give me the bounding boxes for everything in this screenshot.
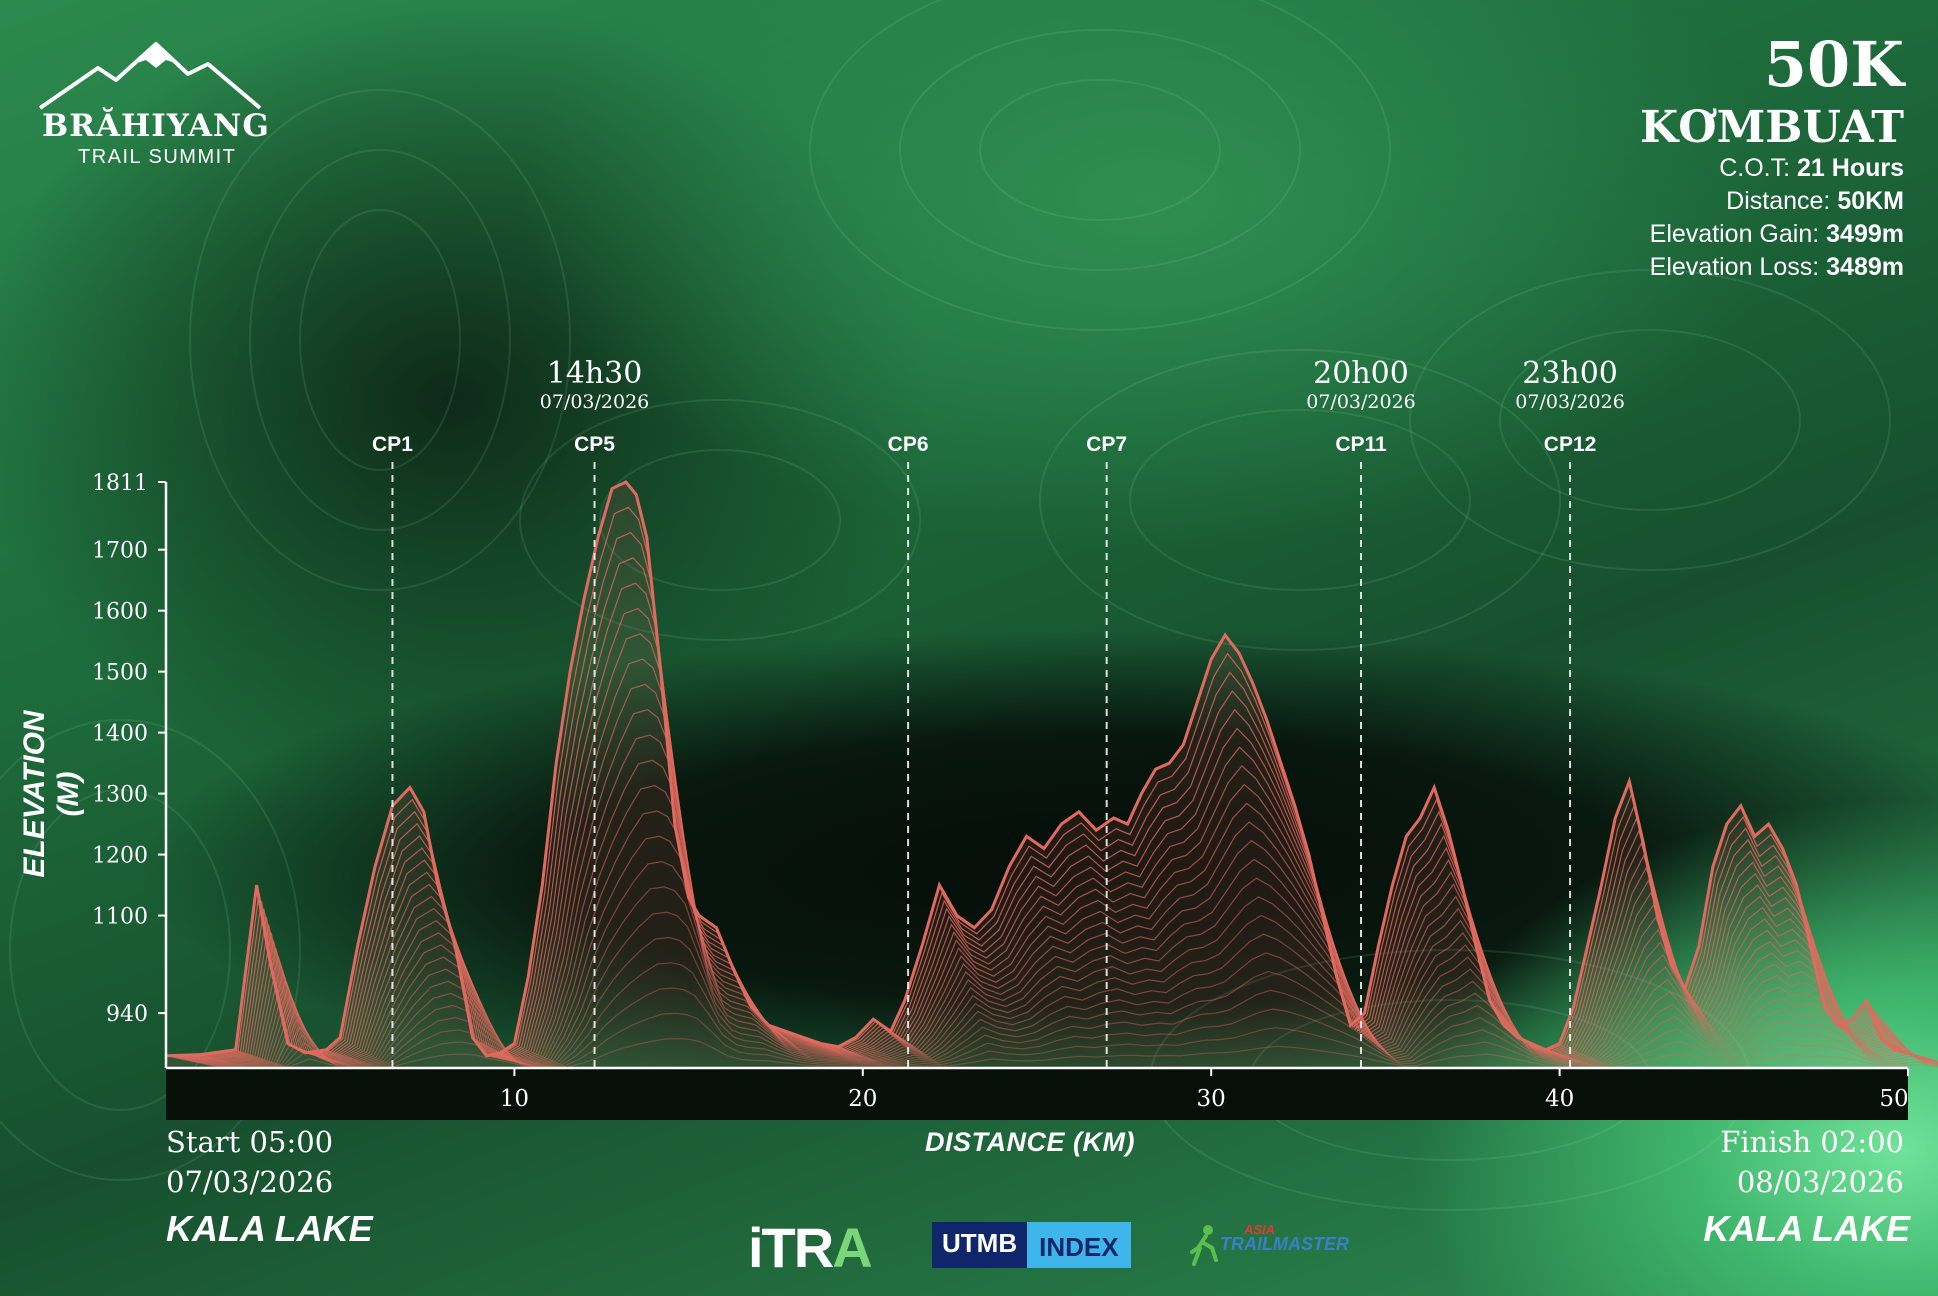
itra-logo: iTRA <box>748 1215 873 1280</box>
elevation-profile-layer <box>199 835 1938 1064</box>
asia-trailmaster-logo: ASIA TRAILMASTER <box>1190 1222 1349 1266</box>
start-info: Start 05:00 07/03/2026 <box>166 1122 333 1202</box>
utmb-index-logo: UTMB INDEX <box>932 1222 1131 1268</box>
checkpoint-label: CP1 <box>372 433 413 456</box>
mountain-runner-icon <box>38 42 262 110</box>
checkpoint-label: CP6 <box>888 433 929 456</box>
y-tick-label: 940 <box>106 1002 148 1027</box>
elevation-profile-line <box>165 480 1909 1058</box>
asia-logo-text: ASIA <box>1244 1222 1276 1237</box>
cot-line: C.O.T: 21 Hours <box>1640 152 1904 185</box>
race-info-panel: 50K KƠMBUAT C.O.T: 21 Hours Distance: 50… <box>1640 34 1904 284</box>
elevation-profile-layer <box>201 860 1938 1065</box>
elevation-gain-value: 3499m <box>1826 220 1904 249</box>
race-name: KƠMBUAT <box>1640 102 1904 153</box>
elevation-profile-layer <box>204 886 1938 1065</box>
elevation-loss-value: 3489m <box>1826 253 1904 282</box>
utmb-index-text: INDEX <box>1027 1222 1131 1268</box>
elevation-profile-layer <box>213 987 1938 1067</box>
elevation-profile-layer <box>211 962 1938 1067</box>
x-axis-label: DISTANCE (KM) <box>925 1127 1135 1157</box>
elevation-gain-line: Elevation Gain: 3499m <box>1640 218 1904 251</box>
cot-value: 21 Hours <box>1797 154 1904 183</box>
elevation-loss-line: Elevation Loss: 3489m <box>1640 251 1904 284</box>
x-tick-label: 40 <box>1545 1086 1574 1112</box>
checkpoint-label: CP5 <box>574 433 615 456</box>
x-tick-label: 50 <box>1879 1086 1908 1112</box>
x-axis-band <box>166 1068 1908 1120</box>
race-distance-title: 50K <box>1763 28 1904 101</box>
elevation-profile-layer <box>209 936 1938 1066</box>
x-tick-label: 30 <box>1197 1086 1226 1112</box>
checkpoint-label: CP11 <box>1335 433 1387 456</box>
y-tick-label: 1500 <box>92 661 148 686</box>
x-tick-label: 20 <box>848 1086 877 1112</box>
checkpoint-date: 07/03/2026 <box>540 391 650 413</box>
itra-logo-accent: A <box>832 1216 872 1279</box>
finish-place: KALA LAKE <box>1703 1208 1910 1249</box>
finish-time: Finish 02:00 <box>1720 1125 1904 1159</box>
y-tick-label: 1200 <box>92 844 148 869</box>
runner-icon <box>1190 1225 1218 1266</box>
start-place: KALA LAKE <box>166 1208 373 1249</box>
elevation-profile-layer <box>206 911 1938 1066</box>
checkpoint-label: CP7 <box>1086 433 1127 456</box>
cot-label: C.O.T: <box>1719 154 1791 183</box>
y-tick-label: 1100 <box>92 905 148 930</box>
logo: BRĂHIYANG TRAIL SUMMIT <box>38 40 278 180</box>
finish-date: 08/03/2026 <box>1736 1165 1904 1199</box>
distance-value: 50KM <box>1837 187 1904 216</box>
checkpoint-time: 14h30 <box>547 356 643 391</box>
elevation-loss-label: Elevation Loss: <box>1649 253 1820 282</box>
y-tick-label: 1811 <box>92 471 148 496</box>
y-axis-label: ELEVATION (M) <box>18 710 85 878</box>
distance-line: Distance: 50KM <box>1640 185 1904 218</box>
elevation-profile <box>165 480 1938 1069</box>
start-time: Start 05:00 <box>166 1125 334 1159</box>
y-tick-label: 1700 <box>92 539 148 564</box>
start-date: 07/03/2026 <box>166 1165 334 1199</box>
x-axis-ticks: 10 20 30 40 50 <box>500 1068 1909 1112</box>
checkpoint-time: 23h00 <box>1522 356 1618 391</box>
elevation-profile-layer <box>216 1012 1938 1068</box>
checkpoint-date: 07/03/2026 <box>1515 391 1625 413</box>
elevation-gain-label: Elevation Gain: <box>1649 220 1820 249</box>
checkpoint-time: 20h00 <box>1313 356 1409 391</box>
itra-logo-text: iTR <box>748 1216 834 1279</box>
elevation-area <box>166 482 1908 1068</box>
y-tick-label: 1400 <box>92 722 148 747</box>
finish-info: Finish 02:00 08/03/2026 <box>1720 1122 1904 1202</box>
trailmaster-logo-text: TRAILMASTER <box>1220 1234 1349 1254</box>
y-axis-ticks: 940 1100 1200 1300 1400 1500 1600 1700 1811 <box>92 471 166 1027</box>
logo-subtitle-text: TRAIL SUMMIT <box>78 146 237 168</box>
checkpoint-date: 07/03/2026 <box>1306 391 1416 413</box>
utmb-logo-text: UTMB <box>932 1222 1028 1268</box>
y-tick-label: 1300 <box>92 783 148 808</box>
x-tick-label: 10 <box>500 1086 529 1112</box>
y-tick-label: 1600 <box>92 600 148 625</box>
checkpoint-label: CP12 <box>1544 433 1597 456</box>
distance-label: Distance: <box>1726 187 1831 216</box>
logo-brand-text: BRĂHIYANG <box>42 108 270 144</box>
